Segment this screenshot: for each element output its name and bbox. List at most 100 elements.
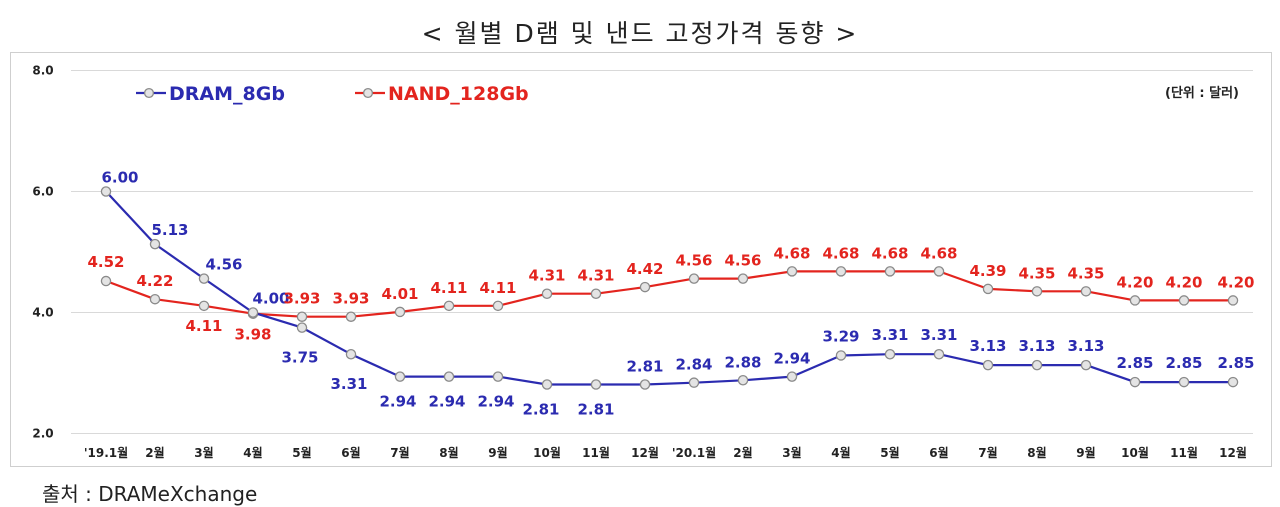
data-point-nand	[884, 266, 896, 277]
data-point-dram	[639, 379, 651, 390]
data-label-dram: 2.81	[626, 357, 663, 375]
data-label-dram: 2.94	[773, 350, 810, 368]
data-label-nand: 4.56	[675, 252, 712, 270]
gridlines	[71, 70, 1253, 434]
x-tick-label: 9월	[1076, 445, 1095, 460]
data-point-dram	[394, 371, 406, 382]
legend-marker	[362, 87, 374, 99]
data-point-dram	[590, 379, 602, 390]
legend-marker	[143, 87, 155, 99]
data-label-dram: 3.31	[871, 326, 908, 344]
data-label-dram: 3.13	[1067, 337, 1104, 355]
x-tick-label: '20.1월	[672, 445, 716, 460]
line-chart: 2.0 4.0 6.0 8.0 '19.1월 2월 3월 4월 5월 6월 7월 8월 9월 10월 11월…	[32, 64, 1254, 461]
data-point-nand	[1178, 295, 1190, 306]
x-tick-label: 2월	[733, 445, 752, 460]
data-point-nand	[443, 300, 455, 312]
data-label-dram: 4.56	[205, 256, 242, 274]
data-label-dram: 3.31	[330, 375, 367, 393]
data-point-nand	[198, 300, 210, 312]
x-tick-label: 7월	[390, 445, 409, 460]
data-label-nand: 4.31	[528, 267, 565, 285]
data-label-dram: 2.81	[522, 400, 559, 418]
data-label-nand: 4.68	[773, 244, 810, 262]
data-label-dram: 2.84	[675, 356, 712, 374]
data-label-nand: 4.20	[1116, 273, 1153, 291]
data-point-dram	[296, 322, 308, 333]
data-label-nand: 4.11	[479, 279, 516, 297]
x-tick-label: 10월	[533, 445, 561, 460]
x-tick-label: 5월	[880, 445, 899, 460]
data-label-dram: 5.13	[151, 221, 188, 239]
legend-label: DRAM_8Gb	[169, 83, 285, 105]
x-tick-label: 11월	[1170, 445, 1198, 460]
y-tick-label: 6.0	[32, 185, 53, 199]
data-point-dram	[541, 379, 553, 390]
data-point-nand	[1227, 295, 1239, 306]
data-point-dram	[345, 348, 357, 360]
data-point-dram	[198, 273, 210, 284]
data-point-dram	[884, 348, 896, 360]
data-label-nand: 4.20	[1217, 273, 1254, 291]
data-point-dram	[1129, 376, 1141, 388]
data-point-nand	[296, 311, 308, 322]
data-label-dram: 3.13	[1018, 337, 1055, 355]
data-label-nand: 3.98	[234, 326, 271, 344]
x-tick-label: 9월	[488, 445, 507, 460]
data-point-dram	[443, 371, 455, 382]
data-point-dram	[688, 377, 700, 388]
x-tick-label: 12월	[631, 445, 659, 460]
data-point-dram	[835, 350, 847, 361]
y-tick-label: 8.0	[32, 64, 53, 78]
data-point-nand	[933, 266, 945, 277]
series-line-dram	[105, 190, 1233, 386]
data-label-nand: 4.01	[381, 285, 418, 303]
data-label-dram: 4.00	[252, 290, 289, 308]
x-tick-label: '19.1월	[84, 445, 128, 460]
data-labels: 6.00 5.13 4.56 4.00 3.75 3.31 2.94 2.94 2.94 2.81…	[87, 169, 1254, 419]
data-label-dram: 2.94	[428, 393, 465, 411]
data-point-nand	[100, 275, 112, 287]
data-label-dram: 2.88	[724, 353, 761, 371]
chart-frame: 2.0 4.0 6.0 8.0 '19.1월 2월 3월 4월 5월 6월 7월 8월 9월 10월 11월…	[10, 52, 1272, 467]
x-tick-label: 4월	[831, 445, 850, 460]
data-label-nand: 4.42	[626, 260, 663, 278]
data-point-nand	[737, 273, 749, 284]
data-point-nand	[688, 273, 700, 284]
data-label-dram: 6.00	[101, 169, 138, 187]
x-tick-label: 12월	[1219, 445, 1247, 460]
x-tick-label: 3월	[194, 445, 213, 460]
data-point-nand	[394, 306, 406, 318]
data-point-dram	[1080, 359, 1092, 371]
data-label-nand: 4.39	[969, 262, 1006, 280]
y-tick-label: 2.0	[32, 427, 53, 441]
data-point-nand	[1129, 295, 1141, 306]
data-point-nand	[541, 288, 553, 299]
data-label-dram: 3.29	[822, 327, 859, 345]
data-point-dram	[100, 186, 112, 197]
legend-item-dram: DRAM_8Gb	[136, 83, 285, 105]
x-tick-label: 3월	[782, 445, 801, 460]
y-tick-label: 4.0	[32, 306, 53, 320]
data-label-nand: 4.11	[430, 279, 467, 297]
source-note: 출처 : DRAMeXchange	[42, 482, 258, 506]
data-label-nand: 4.68	[871, 244, 908, 262]
data-label-nand: 4.35	[1067, 264, 1104, 282]
data-point-dram	[786, 371, 798, 382]
series-nand	[100, 266, 1239, 322]
data-label-dram: 3.13	[969, 337, 1006, 355]
x-tick-label: 10월	[1121, 445, 1149, 460]
x-tick-label: 6월	[929, 445, 948, 460]
unit-note: (단위 : 달러)	[1165, 85, 1239, 101]
data-point-nand	[149, 293, 161, 305]
data-point-dram	[933, 348, 945, 360]
data-point-nand	[982, 283, 994, 295]
data-point-nand	[590, 288, 602, 299]
data-point-nand	[345, 311, 357, 322]
data-point-nand	[786, 266, 798, 277]
data-label-nand: 4.68	[920, 244, 957, 262]
data-point-dram	[149, 238, 161, 250]
legend: DRAM_8Gb NAND_128Gb	[136, 83, 529, 105]
data-label-nand: 4.68	[822, 244, 859, 262]
axes: 2.0 4.0 6.0 8.0 '19.1월 2월 3월 4월 5월 6월 7월 8월 9월 10월 11월…	[32, 64, 1247, 461]
